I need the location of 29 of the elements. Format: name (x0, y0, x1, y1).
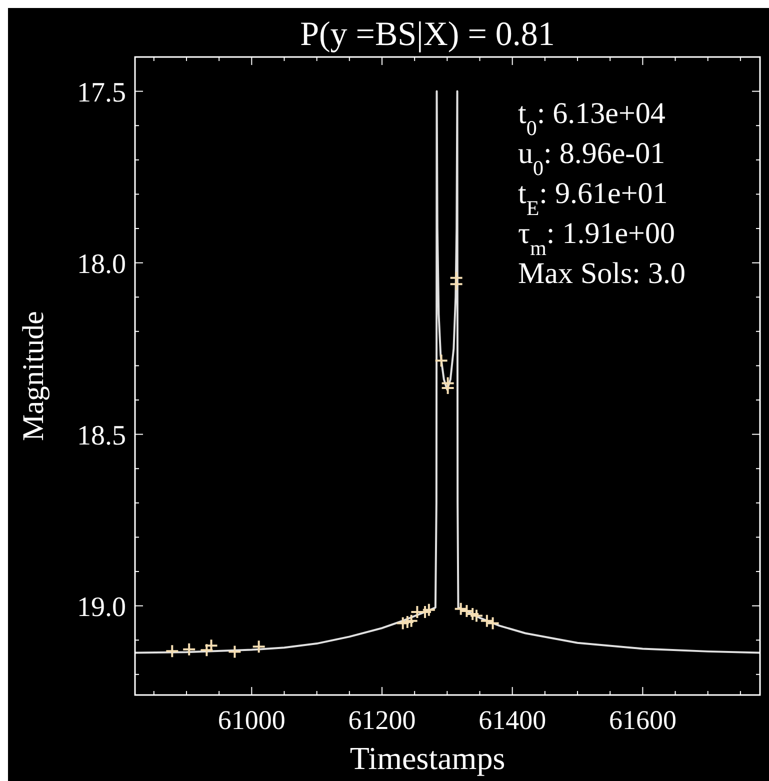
point (422, 602, 436, 617)
y-axis-title: Magnitude (17, 311, 50, 441)
point (396, 616, 410, 630)
point (404, 614, 418, 628)
x-axis-title: Timestamps (350, 740, 506, 776)
annotation: t$_{0}$: 6.13e+04 (518, 97, 666, 140)
annotation: Max Sols: 3.0 (518, 257, 686, 290)
point (449, 277, 464, 292)
x-tick-label: 61000 (218, 705, 286, 735)
y-tick-label: 19.0 (77, 592, 126, 623)
x-tick-label: 61600 (608, 705, 676, 735)
point (182, 642, 196, 656)
point (440, 381, 455, 396)
x-tick-label: 61400 (478, 705, 546, 735)
annotation: u$_{0}$: 8.96e-01 (518, 137, 666, 180)
annotation: t$_{E}$: 9.61e+01 (518, 177, 668, 220)
chart-title: P(y =BS|X) = 0.81 (300, 16, 555, 53)
point (228, 644, 242, 659)
annotation: τ$_{m}$: 1.91e+00 (518, 217, 675, 260)
point (434, 354, 448, 368)
point (400, 614, 414, 629)
point (204, 638, 218, 653)
line-series (135, 90, 760, 654)
y-tick-label: 17.5 (77, 77, 126, 108)
point (252, 640, 266, 654)
point (165, 644, 180, 658)
y-tick-label: 18.0 (77, 248, 126, 280)
y-tick-label: 18.5 (77, 420, 126, 452)
x-tick-label: 61200 (348, 705, 416, 735)
